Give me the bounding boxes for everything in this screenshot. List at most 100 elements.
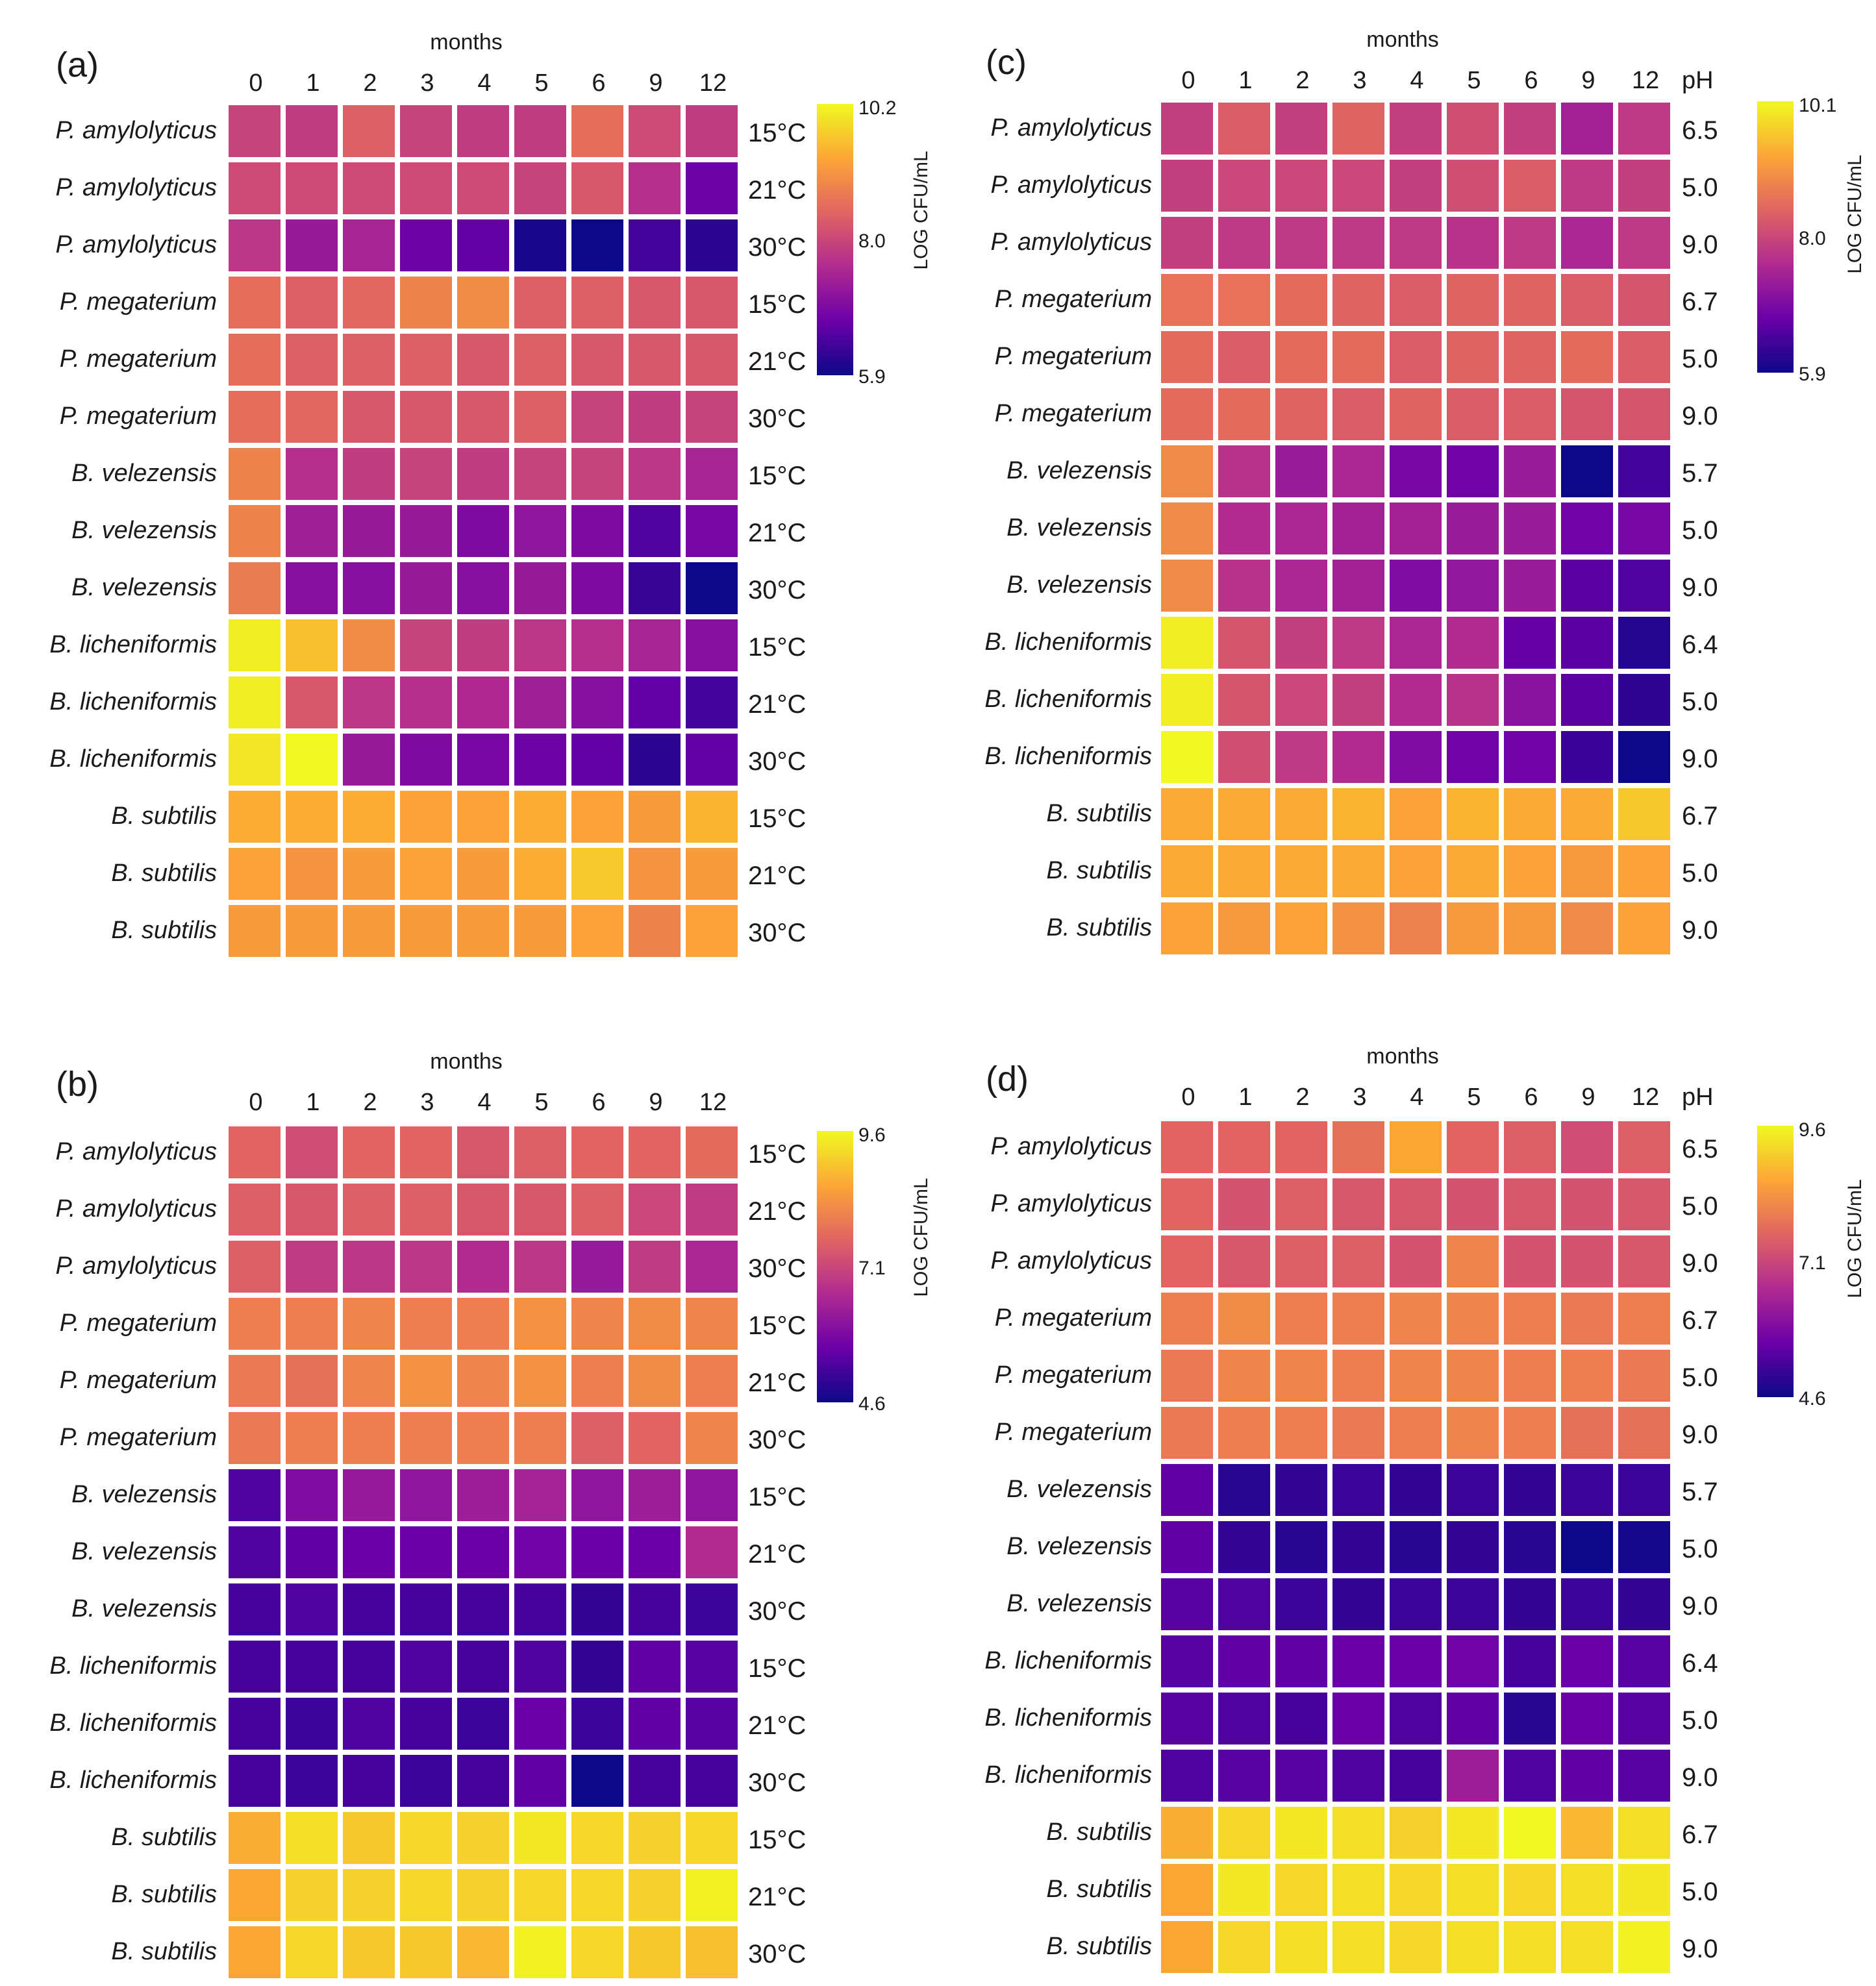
panel-d-condition-5: 9.0: [1682, 1421, 1718, 1449]
panel-c-cell-r1-c4: [1390, 160, 1442, 212]
panel-b-cell-r13-c6: [571, 1869, 623, 1921]
panel-d-row-label-13: B. subtilis: [1046, 1876, 1152, 1903]
panel-d-cell-r12-c3: [1332, 1807, 1384, 1859]
panel-a-cell-r12-c0: [229, 791, 281, 843]
panel-d-cell-r2-c0: [1161, 1235, 1213, 1287]
panel-d-x-ticks: 0 1 2 3 4 5 6 9 12 pH: [1181, 1084, 1713, 1111]
panel-c-condition-9: 6.4: [1682, 630, 1718, 659]
panel-a-cell-r6-c7: [629, 448, 681, 500]
panel-a-cell-r13-c8: [686, 848, 738, 900]
panel-a-x-tick-0: 0: [249, 69, 262, 97]
panel-a-cell-r4-c3: [400, 334, 452, 386]
panel-d-cell-r5-c2: [1275, 1407, 1327, 1459]
panel-b-x-tick-1: 1: [306, 1089, 319, 1116]
panel-d-cell-r13-c3: [1332, 1864, 1384, 1916]
panel-c-cell-r8-c3: [1332, 560, 1384, 612]
panel-a-cell-r14-c4: [457, 905, 509, 957]
panel-a-x-tick-8: 12: [699, 69, 727, 97]
panel-d-cell-r14-c3: [1332, 1921, 1384, 1973]
panel-c-colorbar: 10.1 8.0 5.9 LOG CFU/mL: [1757, 95, 1866, 385]
panel-b-colorbar-tick-min: 4.6: [858, 1393, 886, 1415]
panel-c-cell-r3-c3: [1332, 274, 1384, 326]
panel-a-condition-10: 21°C: [748, 690, 806, 719]
panel-c-cell-r7-c5: [1447, 503, 1499, 554]
panel-b-cell-r9-c6: [571, 1641, 623, 1693]
panel-b-cells: [229, 1126, 738, 1978]
panel-c-cell-r7-c3: [1332, 503, 1384, 554]
panel-a-cell-r7-c2: [343, 505, 395, 557]
panel-a-cell-r9-c8: [686, 619, 738, 671]
panel-d-cell-r3-c4: [1390, 1293, 1442, 1345]
panel-a-cell-r13-c2: [343, 848, 395, 900]
panel-b-cell-r13-c8: [686, 1869, 738, 1921]
panel-a-cell-r7-c6: [571, 505, 623, 557]
panel-b-cell-r0-c5: [514, 1126, 566, 1178]
panel-d-cell-r6-c1: [1218, 1464, 1270, 1516]
panel-c-row-label-5: P. megaterium: [995, 400, 1152, 427]
panel-c-label: (c): [986, 43, 1027, 82]
panel-b-x-tick-3: 3: [420, 1089, 434, 1116]
panel-b-cell-r0-c0: [229, 1126, 281, 1178]
panel-c-cell-r9-c3: [1332, 617, 1384, 669]
panel-c-cell-r9-c8: [1618, 617, 1670, 669]
panel-c-conditions: 6.5 5.0 9.0 6.7 5.0 9.0 5.7 5.0 9.0 6.4 …: [1682, 116, 1718, 945]
panel-c-condition-0: 6.5: [1682, 116, 1718, 145]
panel-b-cell-r2-c1: [286, 1241, 338, 1293]
panel-d-cell-r12-c2: [1275, 1807, 1327, 1859]
panel-c-row-label-14: B. subtilis: [1046, 914, 1152, 941]
panel-a-cell-r1-c8: [686, 162, 738, 214]
panel-c-cell-r7-c6: [1504, 503, 1556, 554]
panel-a-cell-r1-c6: [571, 162, 623, 214]
panel-a-cell-r2-c4: [457, 219, 509, 271]
panel-c-cell-r3-c5: [1447, 274, 1499, 326]
panel-c-cell-r10-c4: [1390, 674, 1442, 726]
panel-a-cell-r5-c4: [457, 391, 509, 443]
panel-c-cell-r9-c5: [1447, 617, 1499, 669]
panel-d-condition-8: 9.0: [1682, 1592, 1718, 1620]
panel-b-condition-1: 21°C: [748, 1197, 806, 1226]
panel-d-cell-r5-c1: [1218, 1407, 1270, 1459]
panel-d-cell-r12-c1: [1218, 1807, 1270, 1859]
panel-c-cell-r0-c2: [1275, 103, 1327, 155]
panel-c-condition-13: 5.0: [1682, 859, 1718, 887]
panel-a-cell-r8-c7: [629, 562, 681, 614]
panel-a-cell-r12-c5: [514, 791, 566, 843]
panel-c-cell-r10-c5: [1447, 674, 1499, 726]
panel-c-condition-7: 5.0: [1682, 516, 1718, 545]
panel-a-cell-r11-c8: [686, 734, 738, 786]
panel-c-cell-r13-c4: [1390, 845, 1442, 897]
panel-a-cell-r8-c2: [343, 562, 395, 614]
panel-a-colorbar-gradient: [817, 104, 853, 375]
panel-d-cell-r1-c2: [1275, 1178, 1327, 1230]
panel-d-cell-r11-c4: [1390, 1750, 1442, 1802]
panel-a-xlabel: months: [430, 30, 503, 55]
panel-d-cell-r8-c8: [1618, 1578, 1670, 1630]
panel-b-cell-r4-c6: [571, 1355, 623, 1407]
panel-c-row-label-4: P. megaterium: [995, 343, 1152, 370]
panel-b-cell-r11-c6: [571, 1755, 623, 1807]
panel-b-cell-r3-c4: [457, 1298, 509, 1350]
panel-c-x-tick-5: 5: [1467, 67, 1481, 94]
panel-b-cell-r1-c4: [457, 1184, 509, 1235]
panel-b-cell-r5-c0: [229, 1412, 281, 1464]
panel-c-cell-r3-c4: [1390, 274, 1442, 326]
panel-d-cell-r14-c4: [1390, 1921, 1442, 1973]
panel-b-cell-r0-c7: [629, 1126, 681, 1178]
panel-d-cell-r3-c1: [1218, 1293, 1270, 1345]
panel-b-cell-r7-c5: [514, 1526, 566, 1578]
panel-d-cell-r7-c8: [1618, 1521, 1670, 1573]
panel-b-cell-r9-c8: [686, 1641, 738, 1693]
panel-c-x-ticks: 0 1 2 3 4 5 6 9 12 pH: [1181, 67, 1713, 94]
panel-b-row-label-10: B. licheniformis: [49, 1709, 217, 1737]
panel-a-cell-r0-c3: [400, 105, 452, 157]
panel-d-cell-r14-c7: [1561, 1921, 1613, 1973]
panel-d-cell-r9-c6: [1504, 1635, 1556, 1687]
panel-b-cell-r7-c2: [343, 1526, 395, 1578]
panel-a-cell-r4-c8: [686, 334, 738, 386]
panel-d-cell-r5-c5: [1447, 1407, 1499, 1459]
panel-d-cell-r0-c7: [1561, 1121, 1613, 1173]
panel-a-cell-r7-c8: [686, 505, 738, 557]
panel-b-condition-3: 15°C: [748, 1311, 806, 1340]
panel-b-cell-r14-c8: [686, 1926, 738, 1978]
panel-c-condition-3: 6.7: [1682, 288, 1718, 316]
